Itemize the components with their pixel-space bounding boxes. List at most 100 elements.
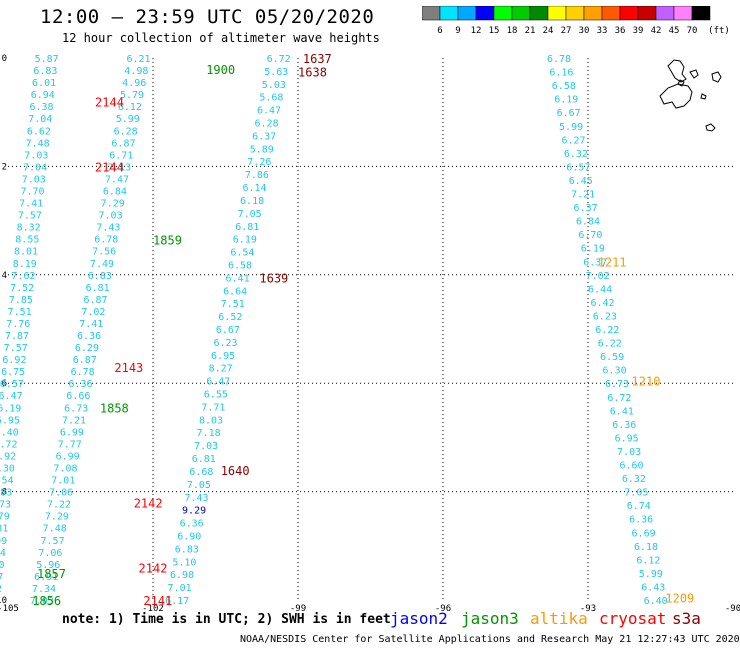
time-label: 1639 <box>259 272 288 286</box>
swh-value: 8.19 <box>13 259 37 270</box>
swh-value: 6.84 <box>576 217 600 228</box>
swh-value: 6.36 <box>612 420 636 431</box>
swh-value: 6.18 <box>240 196 264 207</box>
swh-value: 6.12 <box>118 102 142 113</box>
coastline <box>659 59 722 132</box>
swh-value: 6.87 <box>83 295 107 306</box>
swh-value: 6.19 <box>233 235 257 246</box>
swh-value: 6.17 <box>165 596 189 607</box>
swh-value: 6.18 <box>634 542 658 553</box>
swh-value: 6.72 <box>607 393 631 404</box>
swh-value: 6.66 <box>66 391 90 402</box>
swh-value: 6.55 <box>204 390 228 401</box>
swh-value: 6.94 <box>31 90 55 101</box>
y-tick-label: -10 <box>0 596 7 606</box>
swh-value: 7.56 <box>92 247 116 258</box>
swh-value: 6.30 <box>603 366 627 377</box>
swh-value: 7.01 <box>168 583 192 594</box>
swh-value: 7.05 <box>238 209 262 220</box>
swh-value: 7.03 <box>30 596 54 607</box>
swh-value: 7.03 <box>22 174 46 185</box>
swh-value: 6.72 <box>0 439 17 450</box>
swh-value: 8.32 <box>17 223 41 234</box>
swh-value: 7.48 <box>26 138 50 149</box>
time-label: 2144 <box>95 160 124 174</box>
x-tick-label: -90 <box>725 604 740 614</box>
time-label: 2144 <box>95 95 124 109</box>
swh-value: 6.73 <box>0 500 11 511</box>
swh-value: 7.71 <box>201 402 225 413</box>
swh-value: 6.47 <box>206 377 230 388</box>
swh-value: 7.05 <box>187 480 211 491</box>
swh-value: 6.99 <box>0 536 7 547</box>
swh-value: 5.10 <box>172 557 196 568</box>
colorbar-label: 24 <box>543 26 554 36</box>
time-label: 2141 <box>143 594 172 608</box>
swh-value: 8.55 <box>15 235 39 246</box>
colorbar-swatch <box>565 6 585 21</box>
swh-value: 7.49 <box>90 259 114 270</box>
colorbar-label: 36 <box>615 26 626 36</box>
swh-value: 7.57 <box>4 343 28 354</box>
swh-value: 6.36 <box>68 379 92 390</box>
swh-value: 5.96 <box>36 560 60 571</box>
legend-cryosat: cryosat <box>599 609 667 628</box>
swh-value: 6.83 <box>175 544 199 555</box>
coastline-island <box>705 123 716 132</box>
legend-jason2: jason2 <box>390 609 448 628</box>
swh-value: 6.19 <box>581 244 605 255</box>
swh-value: 6.50 <box>0 560 5 571</box>
colorbar-swatch <box>475 6 495 21</box>
swh-value: 6.98 <box>170 570 194 581</box>
swh-value: 6.52 <box>218 312 242 323</box>
y-tick-label: -8 <box>0 488 7 498</box>
y-tick-label: -4 <box>0 271 7 281</box>
coastline-island <box>700 93 707 100</box>
swh-value: 7.85 <box>9 295 33 306</box>
coastline-island <box>689 69 699 79</box>
swh-value: 6.79 <box>0 512 10 523</box>
swh-value: 6.87 <box>111 138 135 149</box>
time-label: 1211 <box>598 255 627 269</box>
swh-value: 6.28 <box>255 119 279 130</box>
colorbar-swatch <box>601 6 621 21</box>
colorbar-swatch <box>547 6 567 21</box>
swh-value: 7.05 <box>624 488 648 499</box>
time-label: 1637 <box>303 52 332 66</box>
swh-value: 6.73 <box>64 403 88 414</box>
swh-value: 6.37 <box>252 131 276 142</box>
colorbar-swatch <box>457 6 477 21</box>
swh-value: 5.99 <box>116 114 140 125</box>
swh-value: 6.83 <box>88 271 112 282</box>
colorbar-unit: (ft) <box>708 26 730 36</box>
swh-value: 7.04 <box>28 114 52 125</box>
colorbar-label: 39 <box>633 26 644 36</box>
swh-value: 6.57 <box>566 162 590 173</box>
swh-value: 6.36 <box>180 519 204 530</box>
legend-altika: altika <box>530 609 588 628</box>
swh-value: 4.98 <box>124 66 148 77</box>
swh-value: 6.90 <box>177 531 201 542</box>
swh-value: 6.73 <box>605 379 629 390</box>
swh-value: 6.92 <box>2 355 26 366</box>
swh-value: 7.57 <box>41 536 65 547</box>
swh-value: 5.63 <box>264 67 288 78</box>
colorbar-swatch <box>422 6 441 21</box>
swh-value: 6.22 <box>595 325 619 336</box>
swh-value: 6.40 <box>644 596 668 607</box>
colorbar-label: 12 <box>471 26 482 36</box>
swh-value: 6.83 <box>33 66 57 77</box>
swh-value: 6.91 <box>34 572 58 583</box>
swh-value: 6.47 <box>0 391 23 402</box>
swh-value: 6.64 <box>223 286 247 297</box>
colorbar-swatch <box>691 6 711 21</box>
swh-value: 6.59 <box>600 352 624 363</box>
colorbar-label: 18 <box>507 26 518 36</box>
swh-value: 6.12 <box>636 555 660 566</box>
swh-value: 5.99 <box>559 122 583 133</box>
swh-value: 6.92 <box>0 584 2 595</box>
swh-value: 7.70 <box>20 186 44 197</box>
swh-value: 7.86 <box>245 170 269 181</box>
swh-value: 6.37 <box>574 203 598 214</box>
